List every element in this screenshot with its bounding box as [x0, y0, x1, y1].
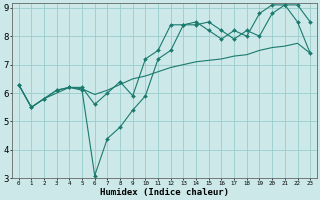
- X-axis label: Humidex (Indice chaleur): Humidex (Indice chaleur): [100, 188, 229, 197]
